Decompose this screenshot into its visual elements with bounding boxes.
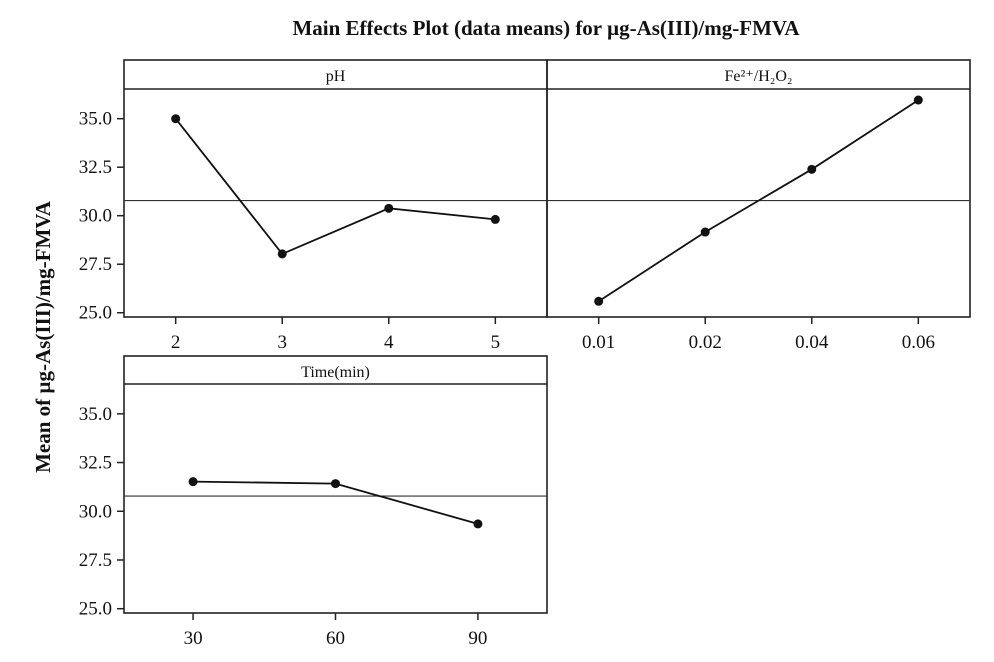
panel-2: Time(min) 25.0 27.5 30.0 32.5 35.0 30 60 90 xyxy=(79,355,548,649)
y-tick-label: 32.5 xyxy=(79,157,112,178)
x-tick-label: 4 xyxy=(384,332,394,353)
panel-header-label: Time(min) xyxy=(301,364,370,381)
y-tick-label: 25.0 xyxy=(79,303,112,324)
y-tick-label: 30.0 xyxy=(79,501,112,522)
x-tick-label: 0.06 xyxy=(902,332,935,353)
panel-0: pH 25.0 27.5 30.0 32.5 35.0 2 3 4 5 xyxy=(79,59,548,353)
data-point xyxy=(700,227,710,237)
y-tick-label: 35.0 xyxy=(79,109,112,130)
x-tick-label: 0.04 xyxy=(795,332,829,353)
data-point xyxy=(331,479,340,489)
y-tick-label: 32.5 xyxy=(79,453,112,474)
data-point xyxy=(594,296,604,306)
x-tick-label: 2 xyxy=(171,332,181,353)
x-tick-label: 60 xyxy=(326,628,345,649)
x-tick-label: 3 xyxy=(277,332,287,353)
x-tick-label: 0.02 xyxy=(689,332,722,353)
series-line xyxy=(174,118,496,255)
data-point xyxy=(384,203,394,213)
data-point xyxy=(807,164,817,174)
panel-frame xyxy=(546,59,971,318)
series-line xyxy=(598,99,919,303)
y-tick-label: 30.0 xyxy=(79,206,112,227)
x-tick-label: 30 xyxy=(184,628,203,649)
panel-frame xyxy=(123,59,548,318)
y-tick-label: 35.0 xyxy=(79,404,112,425)
x-tick-label: 5 xyxy=(491,332,501,353)
data-point xyxy=(277,249,287,259)
x-tick-label: 90 xyxy=(468,628,487,649)
data-point xyxy=(490,214,500,224)
x-tick-label: 0.01 xyxy=(582,332,615,353)
y-axis-label: Mean of µg-As(III)/mg-FMVA xyxy=(31,200,55,473)
panel-header-label: Fe²⁺/H₂O₂ xyxy=(725,68,793,85)
data-point xyxy=(473,519,483,529)
panel-header-label: pH xyxy=(326,68,346,85)
data-point xyxy=(188,477,198,487)
y-tick-label: 25.0 xyxy=(79,599,112,620)
data-point xyxy=(913,95,923,105)
y-tick-label: 27.5 xyxy=(79,254,112,275)
chart-title: Main Effects Plot (data means) for µg-As… xyxy=(292,16,800,40)
data-point xyxy=(171,114,181,124)
y-tick-label: 27.5 xyxy=(79,550,112,571)
panel-1: Fe²⁺/H₂O₂ 0.01 0.02 0.04 0.06 xyxy=(546,59,971,353)
